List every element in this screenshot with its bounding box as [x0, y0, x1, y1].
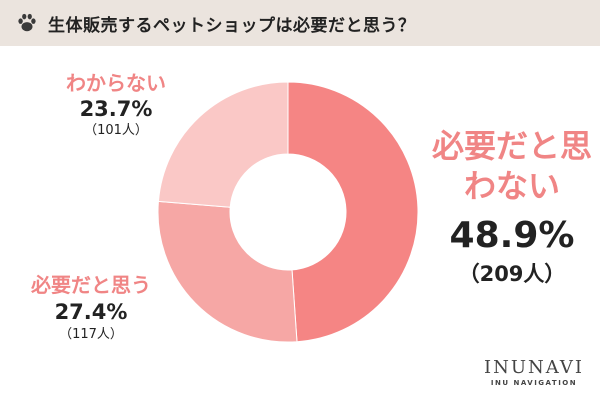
slice-count: （101人）	[84, 123, 148, 138]
slice-wakaranai	[157, 81, 289, 208]
slice-count: （209人）	[458, 262, 566, 286]
slice-label-wakaranai: わからない 23.7% （101人）	[56, 70, 176, 140]
slice-omowanai	[287, 81, 419, 343]
logo-brand: INUNAVI	[484, 357, 584, 378]
slice-category: 必要だと思わない	[431, 127, 592, 205]
logo-subtitle: INU NAVIGATION	[490, 379, 578, 387]
slice-hitsuyou	[157, 200, 298, 343]
slice-count: （117人）	[59, 327, 123, 342]
slice-percent: 23.7%	[79, 97, 153, 121]
slice-label-hitsuyou: 必要だと思う 27.4% （117人）	[6, 272, 176, 344]
slice-label-omowanai: 必要だと思わない 48.9% （209人）	[428, 126, 596, 288]
header-bar: 生体販売するペットショップは必要だと思う？	[0, 0, 600, 46]
slice-category: 必要だと思う	[31, 273, 151, 297]
slice-percent: 27.4%	[54, 300, 128, 324]
slice-category: わからない	[66, 71, 166, 95]
paw-icon	[18, 13, 36, 32]
chart-title: 生体販売するペットショップは必要だと思う？	[48, 15, 416, 36]
slice-percent: 48.9%	[449, 215, 575, 256]
brand-logo: INUNAVI INU NAVIGATION	[484, 357, 584, 388]
